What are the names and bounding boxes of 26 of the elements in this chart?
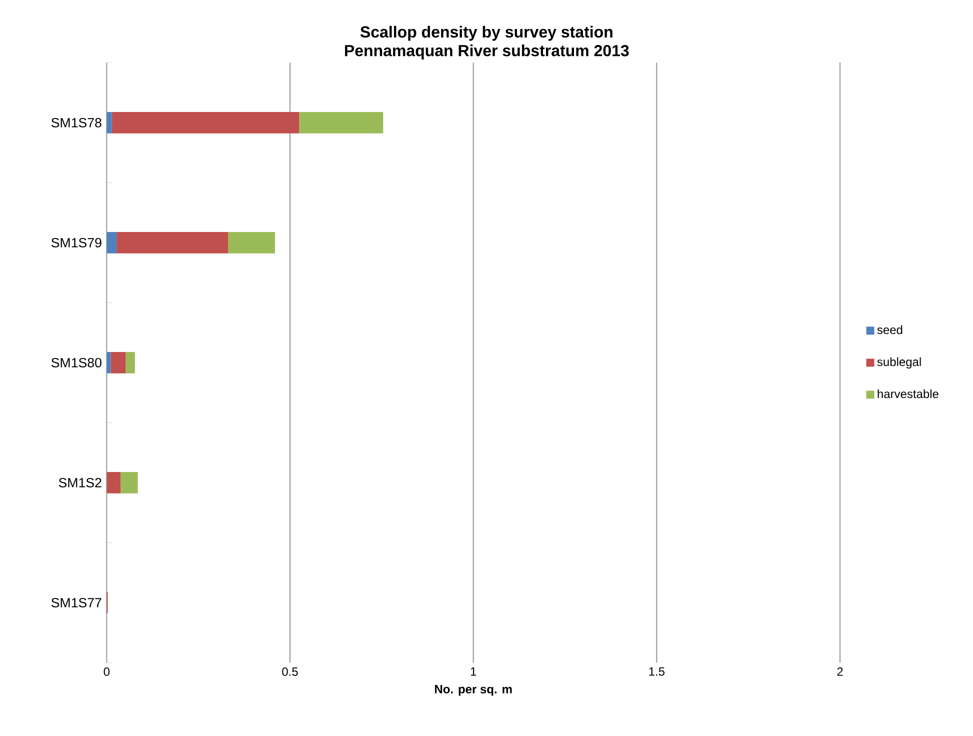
bar	[110, 352, 126, 374]
bar	[112, 112, 300, 134]
y-tick-label: SM1S79	[51, 238, 102, 248]
x-tick-label: 0	[104, 667, 110, 676]
bar	[106, 112, 112, 134]
bar	[116, 232, 228, 254]
y-tick-label: SM1S78	[51, 118, 102, 128]
bar	[106, 232, 117, 254]
bar	[126, 352, 135, 374]
x-tick-label: 2	[837, 667, 843, 676]
x-tick-label: 1.5	[649, 667, 665, 676]
bar	[299, 112, 384, 134]
legend-label: seed	[877, 325, 902, 334]
bar	[228, 232, 275, 254]
y-tick-label: SM1S80	[51, 358, 102, 368]
bar	[106, 472, 121, 494]
x-tick-label: 1	[470, 667, 476, 676]
y-tick-label: SM1S77	[51, 598, 102, 608]
x-tick-label: 0.5	[282, 667, 298, 676]
legend-label: sublegal	[877, 357, 921, 369]
x-axis-title: No. per sq. m	[435, 685, 512, 696]
chart-title: Scallop density by survey station	[360, 26, 612, 41]
chart-subtitle: Pennamaquan River substratum 2013	[345, 44, 629, 60]
legend-label: harvestable	[878, 389, 938, 398]
y-tick-label: SM1S2	[58, 478, 102, 488]
bar	[120, 472, 138, 494]
